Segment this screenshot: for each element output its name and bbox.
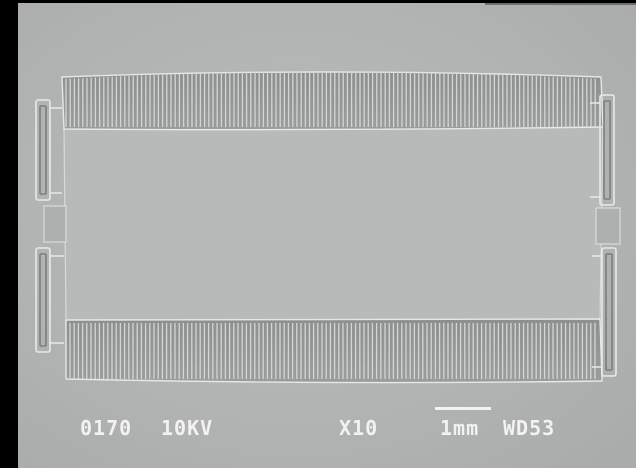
left-lower-spring: [35, 247, 64, 353]
top-comb-finger-lines: [65, 71, 596, 127]
scale-bar-label: 1mm: [440, 416, 480, 440]
top-comb-fingers: [61, 71, 604, 131]
magnification: X10: [339, 416, 379, 440]
sem-data-bar: 0170 10KV X10 1mm WD53: [18, 398, 636, 468]
working-distance: WD53: [503, 416, 556, 440]
scale-bar: [435, 407, 491, 410]
top-right-edge-mark: [485, 3, 636, 5]
right-lower-spring: [592, 247, 617, 377]
micrograph-drawing: [35, 71, 621, 384]
image-number: 0170: [80, 416, 133, 440]
sem-micrograph: [18, 3, 636, 468]
bottom-comb-finger-lines: [69, 323, 596, 379]
left-anchor: [43, 205, 67, 243]
right-upper-spring: [590, 94, 615, 206]
proof-mass-plate: [63, 125, 604, 322]
right-anchor: [595, 207, 621, 245]
left-upper-spring: [35, 99, 62, 201]
accelerating-voltage: 10KV: [161, 416, 214, 440]
